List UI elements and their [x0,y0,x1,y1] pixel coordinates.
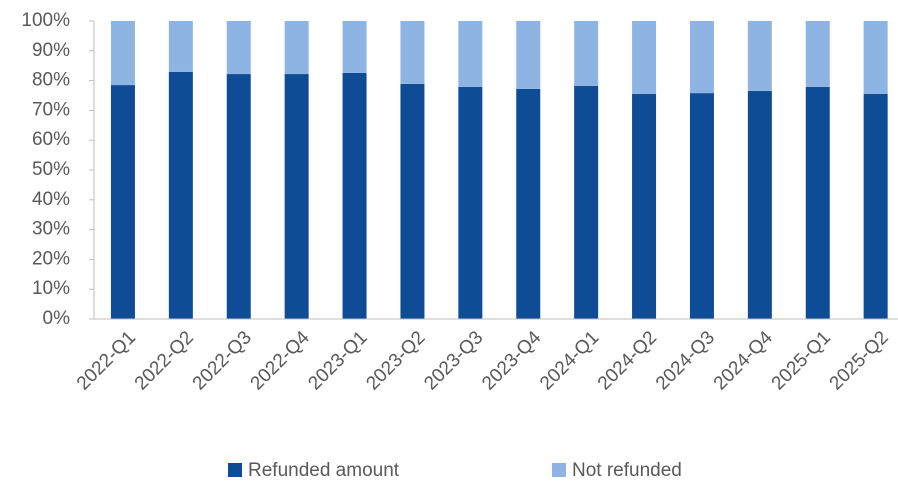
x-tick-label: 2023-Q3 [420,327,487,394]
bar-segment [458,21,483,87]
x-tick-label: 2022-Q1 [73,327,140,394]
x-tick-label: 2022-Q3 [189,327,256,394]
x-tick-label: 2025-Q2 [826,327,893,394]
bar-segment [747,21,772,92]
x-tick-label: 2022-Q4 [247,327,314,394]
bar-segment [284,74,309,319]
bar-segment [805,21,830,87]
bar-segment [342,72,367,320]
x-tick-label: 2022-Q2 [131,327,198,394]
bar-segment [516,21,541,89]
bar-segment [689,21,714,94]
bar-segment [632,94,657,319]
y-tick-label: 80% [32,70,70,91]
y-tick-label: 30% [32,219,70,240]
bar-segment [400,83,425,320]
bar-segment [689,93,714,319]
x-tick-label: 2024-Q3 [652,327,719,394]
bar-segment [458,86,483,319]
bar-segment [632,21,657,95]
legend-swatch [552,463,566,477]
y-tick-label: 40% [32,189,70,210]
bar-segment [110,85,135,319]
y-tick-label: 10% [32,278,70,299]
bar-segment [342,21,367,73]
y-tick-label: 90% [32,40,70,61]
y-tick-label: 60% [32,129,70,150]
bar-segment [516,88,541,319]
bar-segment [226,74,251,319]
x-tick-label: 2023-Q4 [478,327,545,394]
bar-segment [110,21,135,86]
x-tick-label: 2025-Q1 [768,327,835,394]
bar-segment [747,91,772,319]
bar-segment [226,21,251,75]
x-tick-label: 2024-Q1 [536,327,603,394]
bar-segment [805,86,830,319]
bar-segment [863,94,888,319]
x-tick-label: 2024-Q2 [594,327,661,394]
bar-segment [863,21,888,95]
y-tick-label: 100% [21,10,70,31]
bar-segment [574,21,599,86]
bar-segment [168,71,193,319]
bar-segment [574,85,599,320]
y-tick-label: 50% [32,159,70,180]
x-tick-label: 2024-Q4 [710,327,777,394]
bar-segment [284,21,309,75]
y-tick-label: 0% [43,308,71,329]
x-tick-label: 2023-Q2 [362,327,429,394]
legend-label: Refunded amount [248,460,400,481]
bar-segment [400,21,425,84]
x-tick-label: 2023-Q1 [304,327,371,394]
legend-swatch [228,463,242,477]
y-tick-label: 70% [32,99,70,120]
bar-segment [168,21,193,72]
legend-label: Not refunded [572,460,682,481]
y-tick-label: 20% [32,248,70,269]
